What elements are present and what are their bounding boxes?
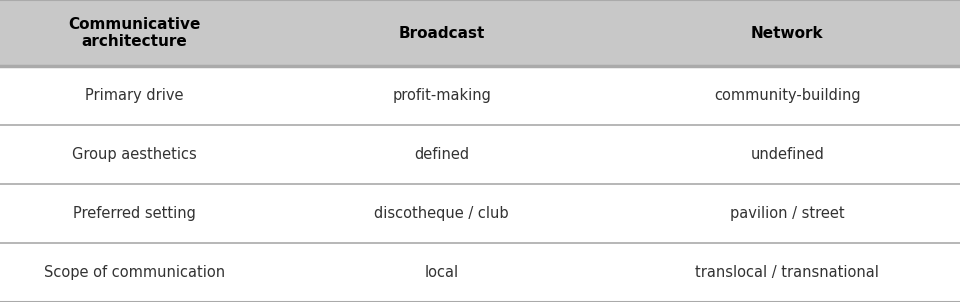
Bar [614,243,960,302]
Bar [0,243,269,302]
Text: translocal / transnational: translocal / transnational [695,265,879,280]
Text: defined: defined [414,147,469,162]
Text: local: local [424,265,459,280]
Bar [269,184,614,243]
Bar [269,125,614,184]
Text: undefined: undefined [751,147,824,162]
Text: pavilion / street: pavilion / street [730,206,845,221]
Bar [0,184,269,243]
Text: Group aesthetics: Group aesthetics [72,147,197,162]
Text: Broadcast: Broadcast [398,26,485,41]
Bar [614,0,960,66]
Bar [614,184,960,243]
Text: Scope of communication: Scope of communication [44,265,225,280]
Text: Communicative
architecture: Communicative architecture [68,17,201,50]
Text: Network: Network [751,26,824,41]
Bar [269,0,614,66]
Bar [269,243,614,302]
Text: profit-making: profit-making [393,88,491,103]
Bar [614,125,960,184]
Text: discotheque / club: discotheque / club [374,206,509,221]
Bar [0,66,269,125]
Text: Primary drive: Primary drive [85,88,183,103]
Bar [0,0,269,66]
Text: Preferred setting: Preferred setting [73,206,196,221]
Text: community-building: community-building [714,88,860,103]
Bar [614,66,960,125]
Bar [0,125,269,184]
Bar [269,66,614,125]
